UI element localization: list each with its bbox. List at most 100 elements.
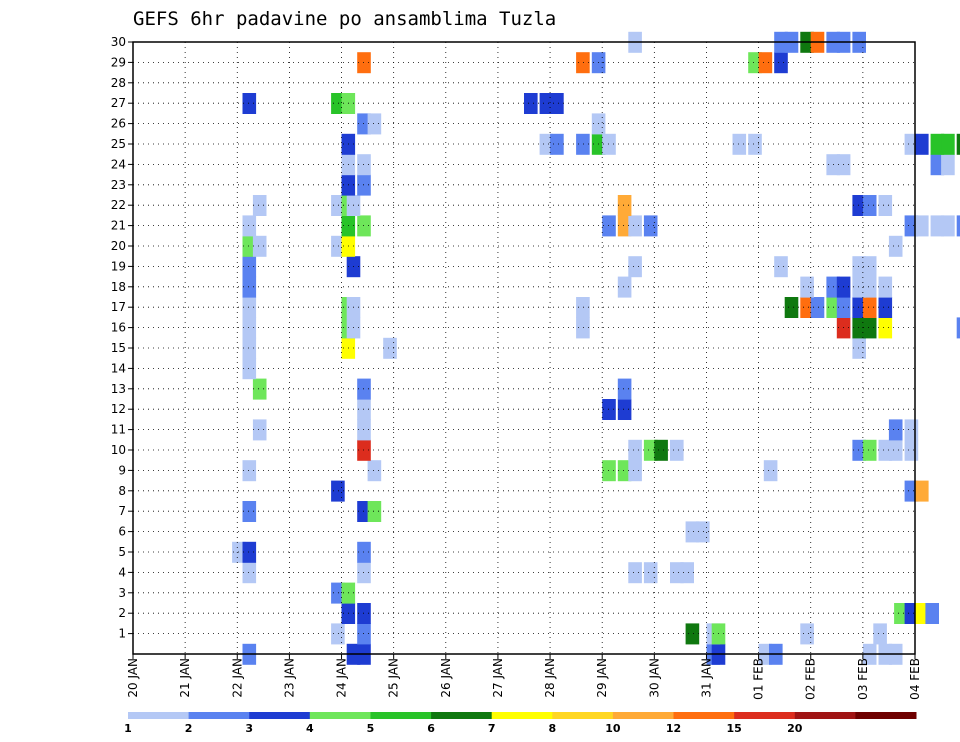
precip-cell-m14-0 — [242, 358, 257, 380]
precip-cell-m19-0 — [242, 256, 257, 278]
y-tick-label: 13 — [111, 382, 126, 396]
precip-cell-m7-2 — [367, 501, 382, 522]
precip-cell-m10-8 — [888, 439, 903, 461]
y-axis: 1234567891011121314151617181920212223242… — [111, 35, 133, 641]
precip-cell-m19-5 — [862, 256, 877, 278]
colorbar-swatch — [673, 712, 735, 719]
colorbar-label: 4 — [306, 722, 314, 735]
precip-cell-m13-2 — [617, 378, 632, 400]
precip-cell-m17-11 — [878, 297, 893, 318]
x-tick-label: 27 JAN — [491, 658, 505, 698]
y-tick-label: 9 — [118, 463, 126, 477]
x-tick-label: 25 JAN — [387, 658, 401, 698]
y-tick-label: 18 — [111, 280, 126, 294]
precip-cell-m18-6 — [862, 276, 877, 298]
precip-cell-m27-1 — [331, 93, 345, 114]
precip-cell-m8-0 — [331, 480, 345, 502]
x-tick-label: 03 FEB — [856, 658, 870, 700]
precip-cell-m22-6 — [862, 195, 877, 216]
precip-cell-m10-7 — [878, 439, 893, 461]
precip-cell-m9-3 — [617, 460, 632, 482]
precip-cell-m22-4 — [617, 195, 632, 216]
y-tick-label: 2 — [118, 606, 126, 620]
precip-cell-m20-2 — [331, 235, 345, 257]
colorbar-label: 1 — [124, 722, 132, 735]
precip-cell-m17-0 — [242, 297, 257, 318]
colorbar-swatch — [249, 712, 311, 719]
precip-cell-m8-2 — [915, 480, 929, 502]
precip-cell-m10-9 — [904, 439, 919, 461]
precip-cell-m17-6 — [810, 297, 825, 318]
x-tick-label: 02 FEB — [804, 658, 818, 700]
precip-cell-m25-3 — [576, 133, 590, 155]
y-tick-label: 1 — [118, 627, 126, 641]
precip-cell-m22-0 — [252, 195, 267, 216]
precip-cell-m21-8 — [915, 215, 929, 237]
precip-cell-m21-4 — [617, 215, 632, 237]
y-tick-label: 27 — [111, 96, 126, 110]
precip-cell-m21-11 — [956, 215, 960, 237]
precip-cell-m2-4 — [915, 603, 929, 624]
y-tick-label: 26 — [111, 117, 126, 131]
precip-cell-m29-4 — [758, 52, 773, 74]
y-tick-label: 6 — [118, 525, 126, 539]
colorbar-swatch — [431, 712, 493, 719]
precip-cell-m27-0 — [242, 93, 257, 114]
y-tick-label: 29 — [111, 55, 126, 69]
precip-cell-m12-2 — [617, 399, 632, 420]
precip-cell-m18-0 — [242, 276, 257, 298]
y-tick-label: 14 — [111, 361, 126, 375]
precip-cell-m20-1 — [252, 235, 267, 257]
precip-cell-m17-10 — [862, 297, 877, 318]
colorbar-swatch — [491, 712, 553, 719]
precip-cell-m22-5 — [852, 195, 866, 216]
precip-cell-m20-0 — [242, 235, 257, 257]
precip-cell-m17-3 — [576, 297, 590, 318]
precip-cell-m4-0 — [242, 562, 257, 584]
precip-cell-m25-10 — [930, 133, 945, 155]
heatmap-cells — [232, 31, 960, 665]
colorbar-label: 20 — [787, 722, 803, 735]
y-tick-label: 21 — [111, 219, 126, 233]
precip-cell-m25-6 — [732, 133, 747, 155]
colorbar-label: 15 — [727, 722, 742, 735]
precip-cell-m19-3 — [774, 256, 788, 278]
precip-cell-m1-2 — [685, 623, 700, 645]
x-axis: 20 JAN 21 JAN 22 JAN 23 JAN 24 JAN 25 JAN 26 J… — [126, 654, 922, 700]
colorbar: 1 2 3 4 5 6 7 8 10 12 15 20 — [124, 712, 917, 735]
x-tick-label: 22 JAN — [230, 658, 244, 698]
grid-lines — [133, 42, 915, 654]
y-tick-label: 11 — [111, 423, 126, 437]
precip-cell-m5-1 — [242, 541, 257, 563]
colorbar-label: 12 — [666, 722, 681, 735]
precip-cell-m29-5 — [774, 52, 788, 74]
precip-cell-m16-6 — [862, 317, 877, 339]
precip-cell-m7-0 — [242, 501, 257, 522]
y-tick-label: 17 — [111, 300, 126, 314]
colorbar-label: 5 — [367, 722, 375, 735]
precip-cell-m27-4 — [539, 93, 554, 114]
precip-cell-m9-5 — [763, 460, 778, 482]
y-tick-label: 12 — [111, 402, 126, 416]
x-tick-label: 24 JAN — [335, 658, 349, 698]
precip-cell-m25-9 — [915, 133, 929, 155]
precip-cell-m4-2 — [628, 562, 642, 584]
colorbar-label: 2 — [185, 722, 193, 735]
precip-cell-m21-10 — [941, 215, 955, 237]
precip-cell-m19-2 — [628, 256, 642, 278]
precip-cell-m10-3 — [654, 439, 668, 461]
precip-cell-m13-0 — [252, 378, 267, 400]
y-tick-label: 3 — [118, 586, 126, 600]
precip-cell-m20-4 — [888, 235, 903, 257]
precip-cell-m1-5 — [800, 623, 814, 645]
y-tick-label: 20 — [111, 239, 126, 253]
precip-cell-m26-1 — [367, 113, 382, 135]
precip-cell-m1-0 — [331, 623, 345, 645]
x-tick-label: 30 JAN — [647, 658, 661, 698]
precip-cell-m25-1 — [539, 133, 554, 155]
precip-cell-m18-7 — [878, 276, 893, 298]
precip-cell-m18-2 — [800, 276, 814, 298]
colorbar-swatch — [309, 712, 371, 719]
precip-cell-m15-3 — [852, 337, 866, 359]
precip-cell-m11-0 — [252, 419, 267, 441]
